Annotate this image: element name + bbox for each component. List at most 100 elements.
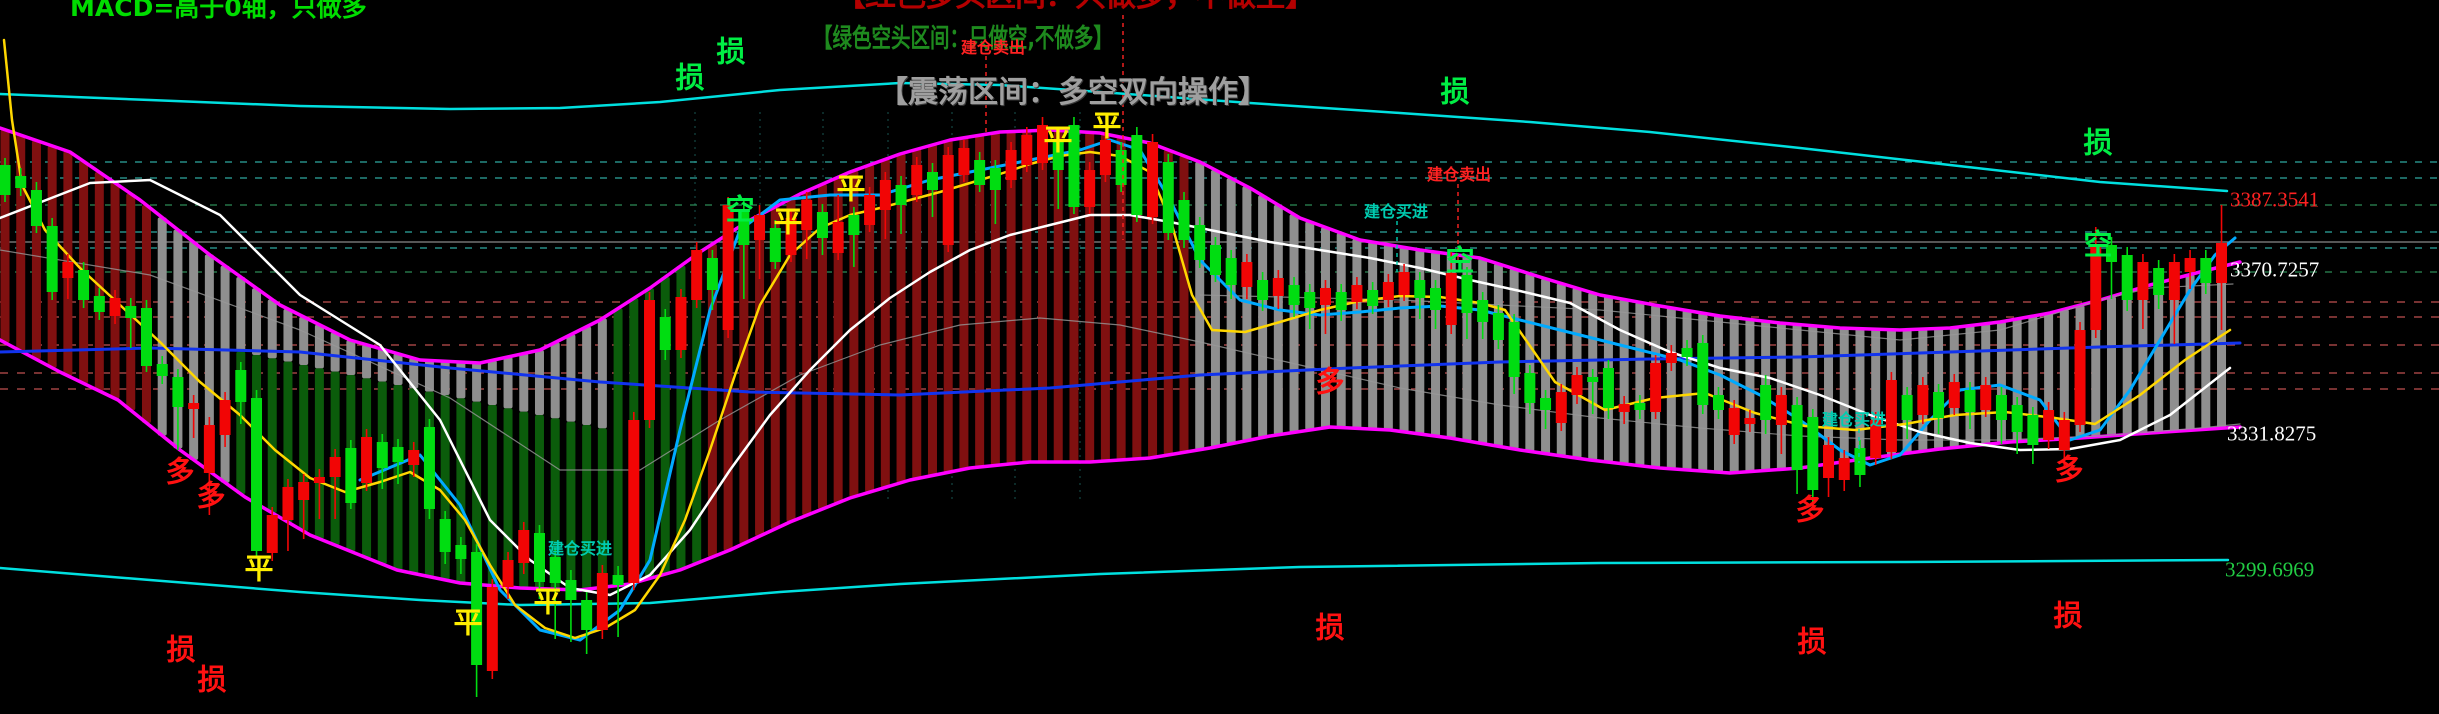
candle-body [62, 262, 74, 278]
candle-body [691, 250, 703, 300]
candle-body [471, 552, 483, 665]
trend-stripe [204, 254, 214, 472]
trend-stripe [912, 149, 922, 479]
candle-body [1587, 377, 1599, 382]
trade-signal-label: 损 [1440, 74, 1470, 109]
candle-body [1838, 458, 1850, 480]
candle-body [895, 185, 907, 205]
candle-body [989, 168, 1001, 190]
candle-body [329, 457, 341, 477]
trend-stripe [487, 360, 497, 406]
candle-body [1618, 404, 1630, 412]
order-signal-label: 建仓买进 [547, 539, 613, 558]
candle-body [628, 420, 640, 583]
trend-stripe [299, 316, 309, 365]
trade-signal-label: 平 [773, 204, 803, 239]
candle-body [1335, 292, 1347, 310]
candle-body [581, 600, 593, 630]
order-signal-label: 建仓卖出 [960, 38, 1026, 57]
trend-stripe [267, 358, 277, 513]
trend-stripe [2122, 291, 2132, 435]
trend-stripe [1682, 310, 1692, 470]
trend-stripe [1273, 204, 1283, 435]
candle-body [1964, 390, 1976, 412]
candle-body [549, 557, 561, 583]
candle-body [392, 447, 404, 462]
macd-rule-note: MACD=高于0轴，只做多 [70, 0, 367, 22]
candle-body [345, 448, 357, 503]
candle-body [848, 215, 860, 235]
candle-body [298, 482, 310, 500]
trend-stripe [786, 198, 796, 522]
trend-stripe [1053, 130, 1063, 463]
trend-stripe [597, 318, 607, 429]
trend-stripe [2201, 270, 2211, 430]
candle-body [376, 442, 388, 468]
trend-stripe [503, 356, 513, 409]
trend-stripe [739, 223, 749, 544]
trend-stripe [456, 362, 466, 399]
candle-body [2200, 258, 2212, 283]
trend-stripe [220, 265, 230, 483]
candle-body [1933, 392, 1945, 418]
candle-body [1602, 368, 1614, 408]
trend-stripe [252, 288, 262, 355]
candle-body [1540, 398, 1552, 410]
candle-body [1854, 448, 1866, 475]
candle-body [2027, 415, 2039, 445]
candle-body [1304, 292, 1316, 308]
trade-signal-label: 平 [533, 584, 563, 619]
candle-body [1099, 140, 1111, 175]
trend-stripe [377, 349, 387, 382]
trade-signal-label: 损 [1315, 610, 1345, 645]
price-level-label: 3331.8275 [2227, 421, 2317, 446]
candle-body [439, 519, 451, 552]
candle-body [1178, 200, 1190, 240]
trend-stripe [833, 177, 843, 503]
trend-stripe [1383, 244, 1393, 430]
trade-signal-label: 损 [1797, 624, 1827, 659]
candle-body [2121, 255, 2133, 300]
candle-body [1948, 382, 1960, 408]
trend-stripe [157, 217, 167, 436]
trend-stripe [1289, 214, 1299, 433]
trend-stripe [770, 206, 780, 529]
candle-body [408, 450, 420, 465]
trend-stripe [1368, 242, 1378, 430]
trend-stripe [2059, 309, 2069, 439]
candle-body [1477, 300, 1489, 322]
candle-body [2043, 410, 2055, 440]
candle-body [1162, 162, 1174, 233]
trade-signal-label: 损 [166, 632, 196, 667]
trend-stripe [1824, 327, 1834, 464]
trend-stripe [1022, 130, 1032, 463]
candle-body [722, 205, 734, 330]
candle-body [156, 364, 168, 376]
candle-body [958, 148, 970, 175]
candle-body [926, 172, 938, 190]
candle-body [2216, 243, 2228, 283]
ma-white [0, 178, 2232, 597]
order-signal-label: 建仓买进 [1821, 410, 1887, 429]
trend-stripe [975, 135, 985, 468]
trend-stripe [880, 159, 890, 488]
trend-stripe [519, 353, 529, 412]
trade-signal-label: 损 [2053, 598, 2083, 633]
candle-body [235, 370, 247, 402]
candle-body [754, 215, 766, 240]
trend-stripe [802, 191, 812, 516]
candle-body [785, 218, 797, 255]
candle-body [1791, 405, 1803, 470]
trend-stripe [1855, 328, 1865, 460]
trade-signal-label: 平 [453, 605, 483, 640]
price-level-label: 3387.3541 [2230, 187, 2320, 212]
trend-stripe [487, 405, 497, 586]
candle-body [1697, 343, 1709, 405]
trade-signal-label: 空 [1445, 243, 1475, 278]
trend-stripe [31, 140, 41, 360]
candle-body [911, 165, 923, 195]
candle-body [1414, 280, 1426, 298]
candle-body [1430, 288, 1442, 310]
trend-stripe [1069, 131, 1079, 462]
